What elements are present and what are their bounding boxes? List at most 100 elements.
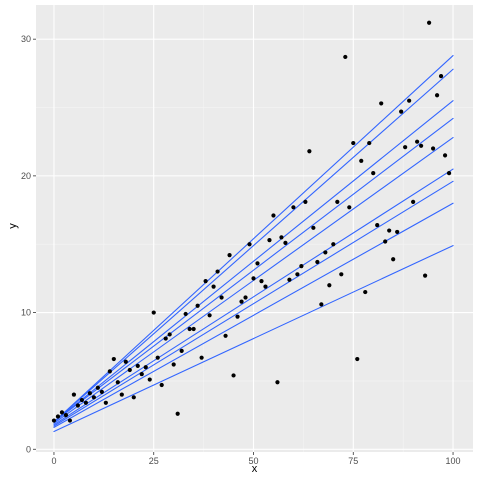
data-point — [55, 414, 61, 419]
data-point — [99, 389, 104, 394]
data-point — [283, 240, 288, 245]
data-point — [155, 355, 160, 360]
data-point — [231, 373, 236, 378]
data-point — [371, 171, 376, 176]
regression-line — [53, 100, 454, 423]
data-point — [307, 149, 312, 154]
data-point — [303, 199, 308, 204]
y-axis-title: y — [7, 223, 19, 229]
data-point — [438, 73, 444, 79]
regression-line — [53, 55, 454, 423]
data-point — [91, 395, 96, 400]
x-tick-label: 100 — [446, 456, 461, 466]
data-point — [179, 348, 184, 353]
data-point — [434, 93, 440, 98]
data-point — [291, 205, 296, 210]
data-point — [375, 222, 380, 228]
regression-line — [53, 68, 454, 423]
regression-line — [53, 245, 454, 433]
data-point — [143, 365, 148, 370]
data-point — [315, 259, 320, 265]
regression-lines — [53, 55, 454, 433]
data-point — [139, 371, 144, 377]
data-point — [271, 213, 276, 218]
x-tick-label: 25 — [149, 456, 159, 466]
data-point — [103, 400, 108, 405]
data-point — [147, 377, 152, 382]
y-tick-label: 20 — [21, 171, 31, 181]
data-point — [251, 276, 256, 281]
data-point — [87, 391, 92, 396]
data-point — [351, 140, 356, 146]
x-axis-title: x — [252, 463, 258, 475]
data-point — [446, 171, 452, 176]
data-point — [415, 139, 420, 144]
data-point — [359, 158, 364, 163]
data-point — [287, 277, 292, 282]
data-points — [51, 20, 452, 423]
data-point — [187, 326, 192, 332]
data-point — [63, 412, 69, 418]
data-point — [195, 303, 200, 308]
data-point — [387, 228, 392, 233]
data-point — [247, 242, 252, 247]
data-point — [183, 311, 188, 317]
data-point — [299, 263, 304, 269]
data-point — [267, 238, 272, 243]
data-point — [339, 272, 344, 277]
data-point — [403, 145, 408, 150]
data-point — [215, 269, 220, 274]
data-point — [159, 382, 164, 388]
data-point — [127, 367, 132, 373]
x-tick-label: 75 — [348, 456, 358, 466]
data-point — [223, 333, 228, 338]
data-point — [175, 411, 180, 416]
data-point — [207, 313, 212, 318]
data-point — [407, 98, 412, 103]
data-point — [379, 101, 384, 106]
regression-line — [53, 168, 454, 426]
data-point — [123, 359, 128, 364]
data-point — [259, 279, 264, 284]
data-point — [163, 336, 168, 341]
data-point — [319, 302, 324, 307]
data-point — [239, 299, 244, 304]
data-point — [423, 273, 428, 278]
y-tick-label: 10 — [21, 308, 31, 318]
data-point — [275, 380, 280, 385]
data-point — [71, 392, 77, 397]
data-point — [383, 239, 388, 244]
data-point — [115, 380, 120, 385]
data-point — [167, 332, 172, 337]
data-point — [327, 283, 332, 288]
data-point — [323, 250, 328, 255]
data-point — [211, 284, 216, 289]
x-tick-label: 0 — [51, 456, 56, 466]
data-point — [235, 314, 240, 319]
data-point — [391, 257, 396, 262]
data-point — [75, 403, 81, 408]
regression-line — [53, 117, 454, 423]
data-point — [279, 235, 284, 240]
data-point — [430, 146, 436, 151]
data-point — [135, 363, 140, 368]
data-point — [343, 54, 348, 60]
data-point — [95, 385, 100, 390]
data-point — [219, 295, 224, 300]
data-point — [203, 279, 208, 284]
data-point — [255, 261, 260, 266]
data-point — [363, 289, 368, 295]
data-point — [227, 253, 232, 258]
data-point — [119, 392, 124, 397]
data-point — [295, 272, 300, 277]
data-point — [51, 418, 57, 423]
data-point — [419, 143, 424, 148]
data-point — [111, 356, 116, 362]
data-point — [171, 362, 176, 367]
y-tick-label: 0 — [26, 444, 31, 454]
data-point — [442, 153, 448, 158]
data-point — [263, 284, 268, 289]
data-point — [131, 395, 136, 400]
data-point — [395, 229, 400, 235]
